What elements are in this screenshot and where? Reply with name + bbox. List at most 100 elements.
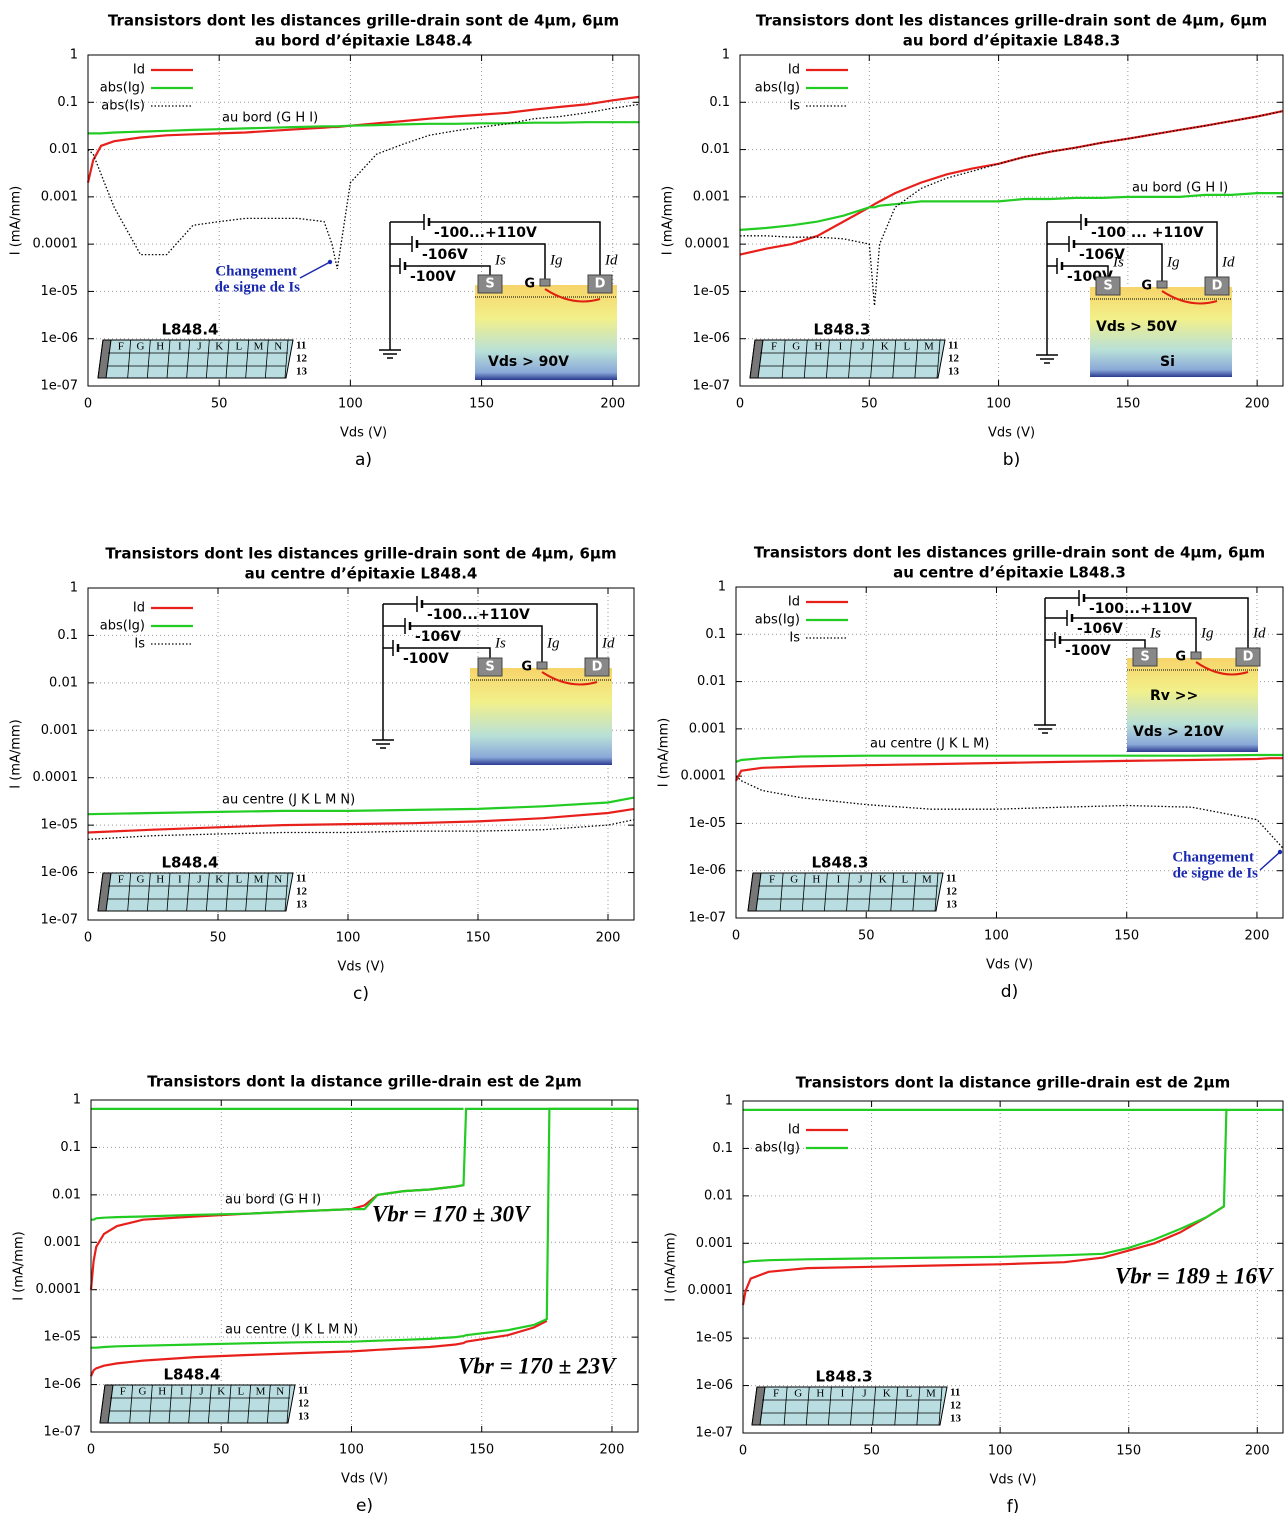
chart-subtitle: au bord d’épitaxie L848.4 [255, 32, 472, 50]
wafer-cell [892, 339, 897, 379]
wafer-column: M [922, 874, 932, 886]
y-tick-label: 0.0001 [681, 769, 727, 784]
wafer-column: L [237, 1386, 244, 1398]
wafer-row-label: 11 [950, 1387, 960, 1399]
current-label: Ig [549, 252, 563, 268]
wafer-column: G [794, 1388, 802, 1400]
wafer-cell [914, 339, 919, 379]
voltage-label: -100...+110V [427, 607, 530, 623]
y-tick-label: 0.001 [696, 1236, 733, 1251]
x-tick-label: 100 [986, 397, 1011, 412]
x-tick-label: 100 [339, 1443, 364, 1458]
wafer-edge [97, 872, 112, 912]
series-line [86, 95, 640, 183]
y-tick-label: 1 [70, 581, 78, 596]
series-line [87, 796, 635, 816]
voltage-label: -106V [1077, 621, 1123, 637]
terminal-label: S [485, 277, 494, 292]
y-tick-label: 0.0001 [688, 1283, 734, 1298]
voltage-label: -106V [1079, 247, 1125, 263]
current-path [541, 671, 598, 686]
terminal-label: D [1243, 650, 1254, 665]
current-path [544, 288, 601, 303]
wafer-column: M [256, 1386, 266, 1398]
x-tick-label: 150 [1115, 397, 1140, 412]
x-tick-label: 50 [861, 397, 878, 412]
x-axis-label: Vds (V) [988, 426, 1035, 441]
wafer [751, 1386, 948, 1426]
y-tick-label: 1e-05 [692, 284, 730, 299]
x-axis-label: Vds (V) [341, 1472, 388, 1487]
series-line [740, 110, 1284, 306]
x-tick-label: 0 [739, 1444, 747, 1459]
y-tick-label: 0.001 [689, 721, 726, 736]
wafer-cell [148, 1384, 153, 1424]
battery-gap [417, 602, 422, 606]
wafer-cell [803, 339, 808, 379]
wafer [97, 872, 294, 912]
legend-label: abs(Ig) [100, 81, 145, 96]
series-line [87, 807, 635, 834]
x-tick-label: 200 [596, 931, 621, 946]
annotation: Vbr = 170 ± 30V [372, 1201, 531, 1226]
wafer-cell [934, 872, 939, 912]
wafer-cell [825, 339, 830, 379]
wafer-row-label: 11 [946, 873, 956, 885]
plot-frame [739, 54, 1284, 387]
wafer-cell [912, 872, 917, 912]
panel-label: e) [356, 1496, 373, 1513]
wafer-cell [146, 339, 151, 379]
wafer-label: L848.4 [161, 854, 218, 872]
current-label: Is [1149, 625, 1161, 641]
wafer-column: N [276, 1386, 284, 1398]
wafer-cell [801, 872, 806, 912]
wafer-column: J [199, 1386, 204, 1398]
battery-gap [1069, 242, 1074, 246]
wafer-edge [99, 1384, 114, 1424]
y-tick-label: 0.0001 [33, 770, 79, 785]
voltage-label: -100V [403, 651, 449, 667]
voltage-label: -100 ... +110V [1091, 225, 1204, 241]
y-tick-label: 1e-05 [40, 818, 78, 833]
wafer-column: L [235, 341, 242, 353]
device-label: Si [1160, 354, 1175, 370]
legend-label: Id [133, 601, 145, 616]
wafer-column: H [816, 1388, 824, 1400]
device-label: Vds > 210V [1133, 724, 1224, 740]
voltage-label: -100V [1065, 643, 1111, 659]
wafer-cell [823, 872, 828, 912]
x-tick-label: 50 [213, 1443, 230, 1458]
y-tick-label: 1 [718, 580, 726, 595]
y-tick-label: 1e-06 [40, 331, 78, 346]
y-axis-label: I (mA/mm) [9, 186, 24, 255]
device-label: Vds > 50V [1096, 319, 1177, 335]
wafer-row-label: 12 [296, 886, 308, 898]
wafer-column: F [118, 874, 124, 886]
wafer-cell [868, 872, 873, 912]
x-tick-label: 50 [863, 1444, 880, 1459]
series-line [735, 775, 1284, 849]
wafer-cell [779, 872, 784, 912]
terminal-label: S [1140, 650, 1149, 665]
x-tick-label: 0 [732, 929, 740, 944]
wafer-cell [166, 872, 171, 912]
legend-label: Id [788, 595, 800, 610]
plot-frame [87, 54, 640, 387]
y-tick-label: 1e-07 [695, 1426, 733, 1441]
y-axis-label: I (mA/mm) [661, 186, 676, 255]
wafer-column: I [178, 874, 182, 886]
wafer-cell [225, 339, 230, 379]
x-tick-label: 100 [336, 931, 361, 946]
wafer-cell [146, 872, 151, 912]
plot-frame [735, 586, 1284, 919]
wafer-cell [286, 1384, 291, 1424]
y-tick-label: 1e-07 [692, 379, 730, 394]
wafer-row-label: 11 [948, 340, 958, 352]
y-tick-label: 0.1 [60, 1140, 81, 1155]
annotation-arrow [1259, 851, 1281, 871]
legend-label: abs(Ig) [100, 619, 145, 634]
y-tick-label: 1e-05 [43, 1330, 81, 1345]
wafer-column: H [814, 341, 822, 353]
chart-subtitle: au centre d’épitaxie L848.3 [893, 564, 1126, 582]
